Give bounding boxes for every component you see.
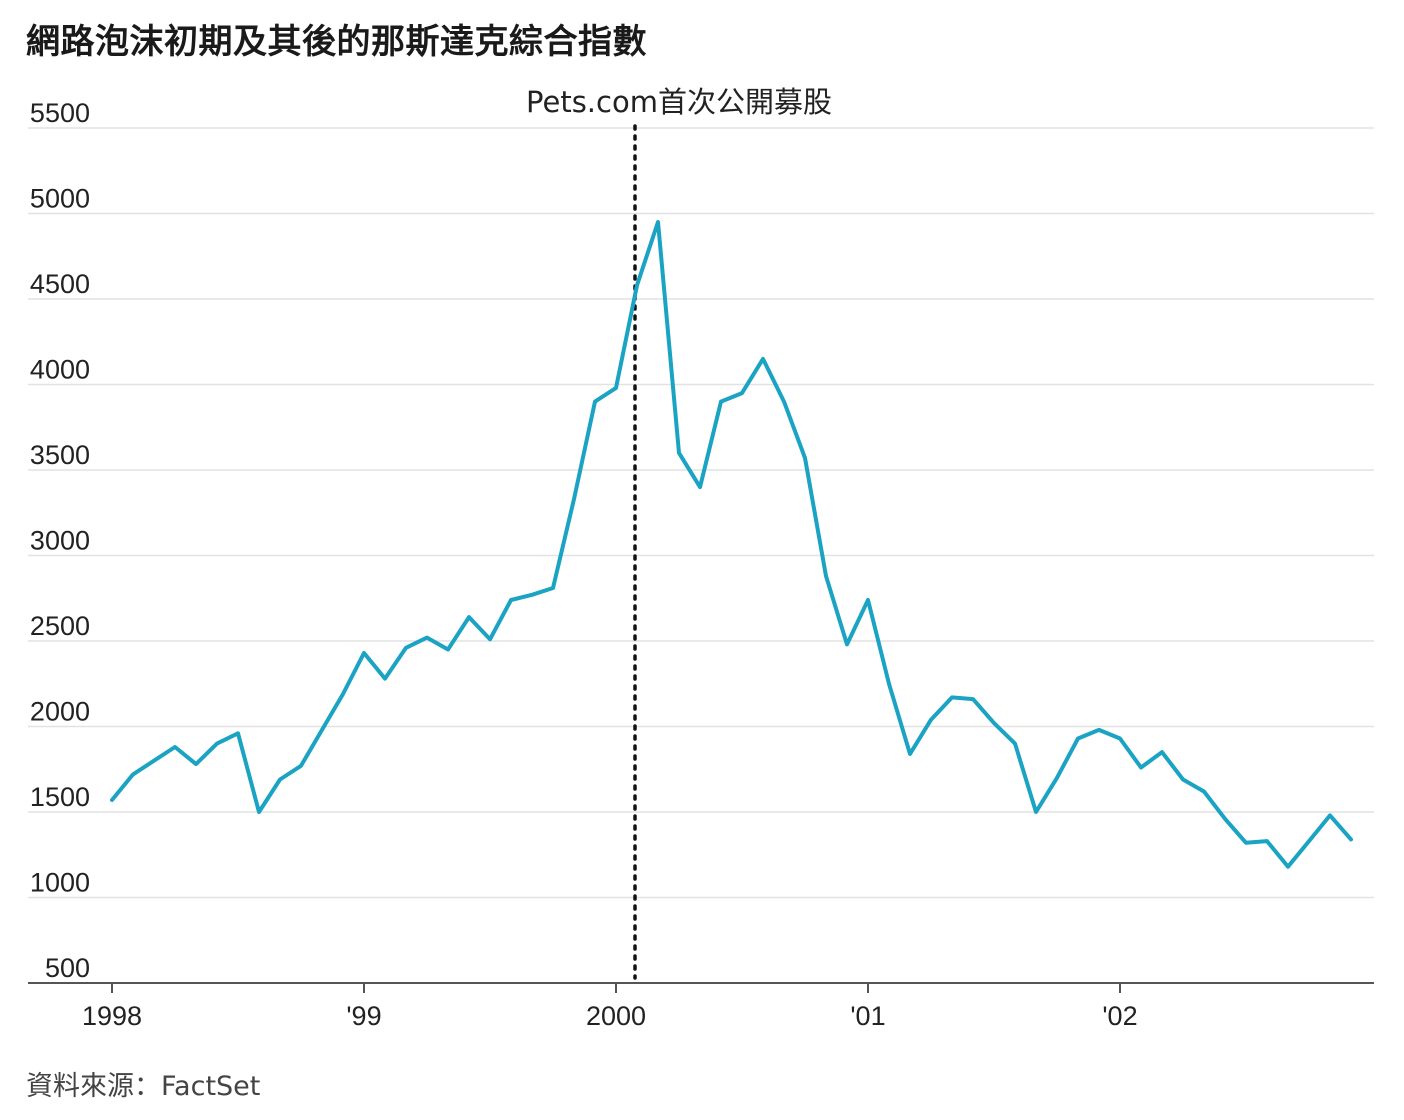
- data-point: [1328, 813, 1332, 818]
- chart-title: 網路泡沫初期及其後的那斯達克綜合指數: [26, 22, 647, 62]
- data-point: [278, 777, 282, 782]
- data-point: [446, 647, 450, 652]
- data-point: [194, 762, 198, 766]
- series-group: [110, 220, 1353, 869]
- y-tick-label: 2000: [30, 697, 90, 727]
- data-point: [1055, 776, 1059, 780]
- y-tick-label: 3000: [30, 526, 90, 556]
- data-point: [1265, 839, 1269, 843]
- data-point: [299, 764, 303, 768]
- data-point: [236, 731, 240, 735]
- data-point: [719, 400, 723, 404]
- data-point: [1349, 837, 1353, 842]
- data-point: [908, 752, 912, 756]
- y-tick-label: 1500: [30, 782, 90, 812]
- y-tick-label: 4000: [30, 355, 90, 385]
- data-point: [467, 615, 471, 619]
- data-point: [635, 283, 639, 287]
- data-point: [887, 682, 891, 686]
- data-point: [110, 798, 114, 802]
- data-point: [173, 745, 177, 749]
- data-point: [614, 386, 618, 390]
- data-point: [1244, 841, 1248, 845]
- data-point: [866, 598, 870, 602]
- x-tick-label: 2000: [586, 1001, 646, 1031]
- data-point: [362, 651, 366, 655]
- data-point: [215, 742, 219, 746]
- data-point: [341, 692, 345, 696]
- y-tick-label: 4500: [30, 269, 90, 299]
- data-point: [1286, 865, 1290, 869]
- data-point: [152, 759, 156, 763]
- data-point: [404, 646, 408, 650]
- data-point: [929, 718, 933, 722]
- data-point: [1307, 839, 1311, 843]
- x-tick-label: 1998: [82, 1001, 142, 1031]
- data-point: [509, 598, 513, 602]
- x-tick-label: '02: [1102, 1001, 1137, 1031]
- y-tick-label: 1000: [30, 868, 90, 898]
- data-point: [551, 586, 555, 590]
- data-point: [1139, 765, 1143, 770]
- data-point: [383, 677, 387, 681]
- x-axis-ticks: 1998 '99 2000 '01 '02: [82, 983, 1138, 1031]
- y-tick-label: 5000: [30, 184, 90, 214]
- ipo-marker-label: Pets.com首次公開募股: [526, 85, 832, 119]
- data-point: [1076, 736, 1080, 741]
- data-point: [1223, 817, 1227, 821]
- data-point: [950, 695, 954, 700]
- data-point: [425, 636, 429, 640]
- data-point: [803, 456, 807, 460]
- data-point: [761, 357, 765, 361]
- data-point: [782, 400, 786, 404]
- grid-lines: [28, 127, 1374, 899]
- y-tick-label: 500: [45, 953, 90, 983]
- y-axis-ticks: 5500 5000 4500 4000 3500 3000 2500 2000 1500 1000…: [30, 98, 90, 983]
- x-tick-label: '01: [850, 1001, 885, 1031]
- series-line: [110, 220, 1353, 869]
- data-point: [824, 574, 828, 578]
- data-point: [698, 485, 702, 489]
- data-point: [971, 697, 975, 701]
- data-point: [1202, 789, 1206, 794]
- y-tick-label: 3500: [30, 440, 90, 470]
- data-point: [656, 220, 660, 224]
- source-note: 資料來源：FactSet: [26, 1071, 261, 1102]
- data-point: [1118, 736, 1122, 741]
- data-point: [530, 593, 534, 597]
- data-point: [740, 391, 744, 395]
- data-point: [992, 721, 996, 725]
- data-point: [1181, 777, 1185, 782]
- data-point: [320, 728, 324, 732]
- y-tick-label: 2500: [30, 611, 90, 641]
- data-point: [257, 810, 261, 814]
- data-point: [1034, 810, 1038, 814]
- data-point: [1013, 742, 1017, 746]
- data-point: [677, 451, 681, 455]
- data-point: [1097, 728, 1101, 732]
- data-point: [572, 497, 576, 501]
- data-point: [593, 400, 597, 404]
- data-point: [131, 772, 135, 777]
- y-tick-label: 5500: [30, 98, 90, 128]
- x-tick-label: '99: [346, 1001, 381, 1031]
- data-point: [845, 642, 849, 647]
- data-point: [1160, 750, 1164, 754]
- data-point: [488, 637, 492, 641]
